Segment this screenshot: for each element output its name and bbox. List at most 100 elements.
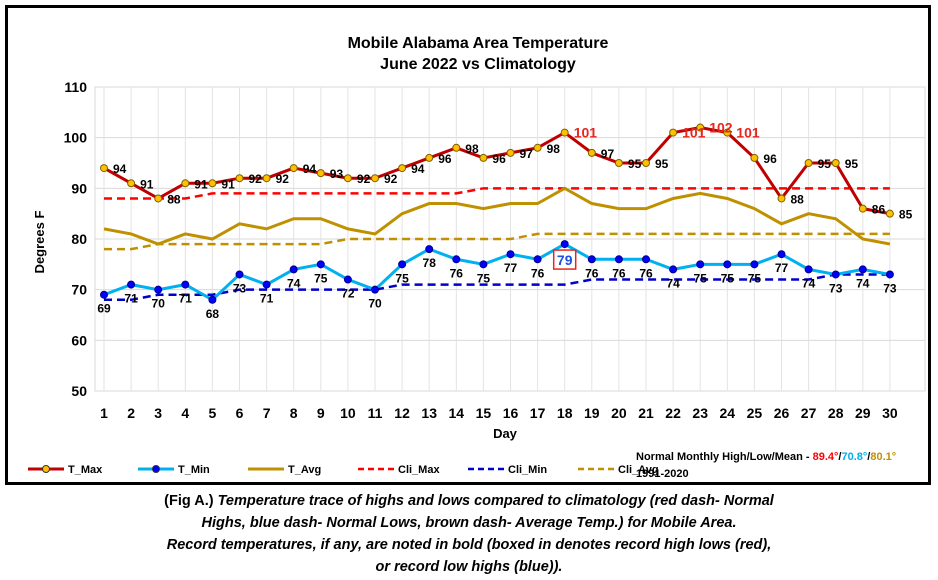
- legend-label-cli-max: Cli_Max: [398, 464, 440, 476]
- caption-text-1: Temperature trace of highs and lows comp…: [217, 493, 774, 509]
- figure-caption: (Fig A.) Temperature trace of highs and …: [0, 490, 938, 578]
- tmin-label: 68: [206, 307, 220, 321]
- tmax-point: [831, 159, 840, 167]
- tmax-label: 98: [465, 142, 479, 156]
- tmax-point: [425, 153, 434, 162]
- tmin-point: [100, 290, 108, 299]
- tmax-label: 96: [763, 152, 777, 166]
- tmax-point: [642, 159, 650, 167]
- normal-high: 89.4°: [813, 451, 839, 463]
- tmin-label: 76: [585, 266, 599, 280]
- caption-line-1: (Fig A.) Temperature trace of highs and …: [0, 490, 938, 512]
- record-high-label: 101: [574, 125, 598, 141]
- series-line-cli-avg: [104, 232, 890, 251]
- tmax-point: [100, 164, 108, 173]
- x-tick-label: 18: [557, 405, 573, 421]
- legend-label-cli-min: Cli_Min: [508, 464, 547, 476]
- normal-mean: 80.1°: [870, 451, 896, 463]
- x-tick-label: 1: [100, 405, 108, 421]
- x-tick-label: 30: [882, 405, 898, 421]
- tmax-label: 96: [438, 152, 452, 166]
- tmin-label: 73: [233, 281, 247, 295]
- tmin-point: [343, 275, 352, 284]
- tmin-point: [723, 260, 732, 269]
- normals-period: 1991-2020: [636, 468, 689, 480]
- tmin-label: 71: [260, 292, 274, 306]
- x-tick-label: 7: [263, 405, 271, 421]
- tmin-point: [533, 255, 542, 264]
- y-tick-label: 60: [71, 332, 87, 348]
- tmax-label: 95: [818, 157, 832, 171]
- x-tick-label: 19: [584, 405, 600, 421]
- tmin-label: 75: [477, 271, 491, 285]
- tmin-label: 69: [97, 302, 111, 316]
- tmin-label: 72: [341, 287, 355, 301]
- y-axis-label: Degrees F: [32, 211, 47, 274]
- legend-label-t-min: T_Min: [178, 464, 210, 476]
- normals-sep-1: /: [838, 451, 841, 463]
- tmin-point: [885, 270, 894, 279]
- x-tick-label: 25: [747, 405, 763, 421]
- tmax-point: [452, 143, 461, 152]
- tmin-point: [208, 295, 217, 304]
- record-min-label: 79: [557, 252, 573, 268]
- tmin-point: [398, 260, 407, 269]
- tmax-label: 97: [601, 147, 615, 161]
- x-tick-label: 2: [127, 405, 135, 421]
- series-lines: [103, 126, 891, 302]
- tmin-point: [642, 255, 650, 264]
- series-markers: [100, 123, 894, 304]
- x-tick-label: 15: [476, 405, 492, 421]
- chart-frame: Mobile Alabama Area Temperature June 202…: [5, 5, 931, 485]
- tmin-point: [371, 285, 379, 294]
- legend-label-cli-avg: Cli_Avg: [618, 464, 659, 476]
- series-line-t-max: [103, 126, 891, 216]
- tmax-label: 97: [520, 147, 534, 161]
- tmin-label: 76: [612, 266, 626, 280]
- x-tick-label: 8: [290, 405, 298, 421]
- tmin-point: [154, 285, 163, 294]
- tmin-point: [452, 255, 461, 264]
- tmax-label: 88: [167, 192, 181, 206]
- tmin-point: [316, 260, 325, 269]
- tmax-label: 88: [791, 192, 805, 206]
- tmax-label: 96: [492, 152, 506, 166]
- caption-fig: (Fig A.): [164, 493, 214, 509]
- tmax-label: 91: [221, 177, 235, 191]
- tmax-point: [696, 123, 705, 132]
- tmin-label: 70: [368, 297, 382, 311]
- y-tick-label: 50: [71, 383, 87, 399]
- tmax-point: [804, 159, 813, 167]
- y-tick-labels: 50 60 70 80 90 100 110: [64, 79, 88, 399]
- legend-marker: [152, 465, 160, 473]
- y-tick-label: 110: [64, 79, 87, 95]
- tmax-point: [614, 159, 623, 167]
- tmax-point: [858, 204, 867, 213]
- tmin-point: [858, 265, 867, 274]
- chart-title: Mobile Alabama Area Temperature: [348, 35, 609, 52]
- x-tick-label: 3: [154, 405, 162, 421]
- tmax-label: 94: [303, 162, 317, 176]
- x-tick-label: 16: [503, 405, 519, 421]
- tmin-label: 70: [152, 297, 166, 311]
- tmax-point: [885, 209, 894, 218]
- legend: T_Max T_Min T_Avg Cli_Max Cli_Min Cli_Avg: [28, 464, 659, 476]
- series-line-t-avg: [103, 186, 891, 246]
- tmin-label: 75: [694, 271, 708, 285]
- tmax-label: 94: [113, 162, 127, 176]
- tmin-label: 73: [883, 281, 897, 295]
- tmin-label: 75: [721, 271, 735, 285]
- tmax-label: 86: [872, 203, 886, 217]
- tmax-label: 92: [276, 172, 290, 186]
- normals-sep-2: /: [867, 451, 870, 463]
- tmax-point: [560, 128, 569, 137]
- tmin-point: [669, 265, 678, 274]
- tmin-point: [831, 270, 840, 279]
- tmax-point: [479, 153, 488, 162]
- x-axis-label: Day: [493, 426, 518, 441]
- x-tick-label: 23: [692, 405, 708, 421]
- tmax-point: [316, 169, 325, 178]
- normals-text: Normal Monthly High/Low/Mean - 89.4°/70.…: [636, 451, 896, 463]
- x-tick-label: 17: [530, 405, 546, 421]
